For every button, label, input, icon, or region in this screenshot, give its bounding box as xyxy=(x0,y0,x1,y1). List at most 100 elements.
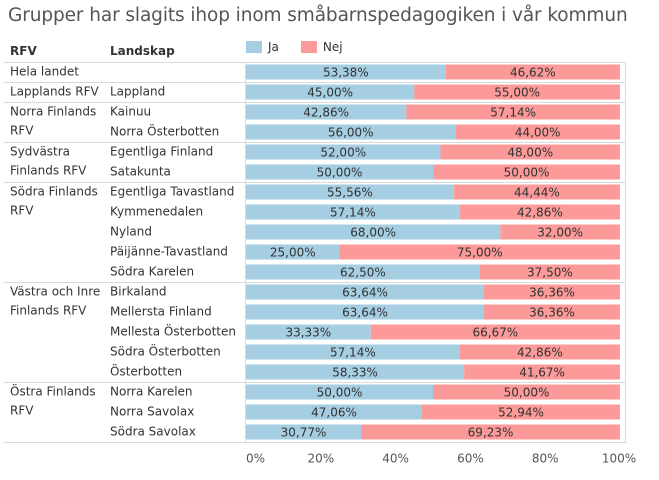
data-label-ja: 63,64% xyxy=(342,286,388,300)
bar-nej[interactable] xyxy=(464,364,620,380)
legend-item-nej[interactable]: Nej xyxy=(300,40,343,54)
bar-ja[interactable] xyxy=(246,284,485,300)
bar-nej[interactable] xyxy=(361,424,620,440)
bar-nej[interactable] xyxy=(370,324,620,340)
bar-ja[interactable] xyxy=(246,164,433,180)
data-label-nej: 57,14% xyxy=(490,106,536,120)
bar-nej[interactable] xyxy=(484,284,620,300)
landskap-label: Mellesta Österbotten xyxy=(110,323,236,339)
bar-ja[interactable] xyxy=(246,344,460,360)
data-label-nej: 50,00% xyxy=(504,386,550,400)
data-label-ja: 33,33% xyxy=(285,326,331,340)
bar-ja[interactable] xyxy=(246,64,446,80)
bar-ja[interactable] xyxy=(246,244,340,260)
data-label-nej: 69,23% xyxy=(468,426,514,440)
landskap-label: Södra Savolax xyxy=(110,425,196,439)
bar-ja[interactable] xyxy=(246,304,485,320)
bar-nej[interactable] xyxy=(459,204,620,220)
bar-nej[interactable] xyxy=(422,404,620,420)
data-label-ja: 56,00% xyxy=(328,126,374,140)
rfv-label: Södra Finlands xyxy=(10,185,98,199)
landskap-label: Kymmenedalen xyxy=(110,205,203,219)
legend-item-ja[interactable]: Ja xyxy=(246,40,279,54)
bar-ja[interactable] xyxy=(246,124,456,140)
data-label-nej: 32,00% xyxy=(537,226,583,240)
data-label-ja: 25,00% xyxy=(270,246,316,260)
bar-ja[interactable] xyxy=(246,404,423,420)
x-tick-label: 60% xyxy=(457,452,484,466)
bar-nej[interactable] xyxy=(484,304,620,320)
landskap-column-header: Landskap xyxy=(110,44,175,58)
data-label-ja: 45,00% xyxy=(307,86,353,100)
landskap-label: Norra Österbotten xyxy=(110,123,219,139)
data-label-nej: 37,50% xyxy=(527,266,573,280)
bar-ja[interactable] xyxy=(246,144,441,160)
bar-ja[interactable] xyxy=(246,424,362,440)
data-label-ja: 58,33% xyxy=(332,366,378,380)
bar-nej[interactable] xyxy=(414,84,620,100)
landskap-label: Egentliga Finland xyxy=(110,145,213,159)
bar-nej[interactable] xyxy=(500,224,620,240)
chart-title: Grupper har slagits ihop inom småbarnspe… xyxy=(8,5,628,26)
data-label-ja: 68,00% xyxy=(350,226,396,240)
landskap-label: Södra Karelen xyxy=(110,265,194,279)
legend: Ja Nej xyxy=(246,38,365,56)
data-label-nej: 55,00% xyxy=(494,86,540,100)
x-tick-label: 40% xyxy=(382,452,409,466)
landskap-label: Satakunta xyxy=(110,165,171,179)
bar-ja[interactable] xyxy=(246,84,415,100)
bar-nej[interactable] xyxy=(453,184,620,200)
bar-ja[interactable] xyxy=(246,224,501,240)
x-tick-label: 20% xyxy=(307,452,334,466)
rfv-column-header: RFV xyxy=(10,44,37,58)
bar-ja[interactable] xyxy=(246,204,460,220)
x-tick-label: 100% xyxy=(602,452,636,466)
bar-nej[interactable] xyxy=(433,164,620,180)
data-label-ja: 50,00% xyxy=(317,166,363,180)
bar-ja[interactable] xyxy=(246,384,433,400)
bar-nej[interactable] xyxy=(445,64,620,80)
data-label-ja: 52,00% xyxy=(320,146,366,160)
data-label-nej: 46,62% xyxy=(510,66,556,80)
bar-nej[interactable] xyxy=(433,384,620,400)
bar-nej[interactable] xyxy=(339,244,621,260)
rfv-label: Finlands RFV xyxy=(10,304,87,318)
bar-nej[interactable] xyxy=(440,144,620,160)
data-label-ja: 42,86% xyxy=(303,106,349,120)
data-label-nej: 48,00% xyxy=(507,146,553,160)
data-label-ja: 57,14% xyxy=(330,206,376,220)
data-label-nej: 41,67% xyxy=(519,366,565,380)
data-label-nej: 50,00% xyxy=(504,166,550,180)
bar-nej[interactable] xyxy=(406,104,620,120)
bar-ja[interactable] xyxy=(246,104,407,120)
rfv-label: Finlands RFV xyxy=(10,164,87,178)
data-label-ja: 55,56% xyxy=(327,186,373,200)
data-label-ja: 62,50% xyxy=(340,266,386,280)
data-label-nej: 44,00% xyxy=(515,126,561,140)
rfv-label: Sydvästra xyxy=(10,145,70,159)
bar-nej[interactable] xyxy=(459,344,620,360)
landskap-label: Kainuu xyxy=(110,105,151,119)
data-label-nej: 66,67% xyxy=(472,326,518,340)
legend-swatch-ja xyxy=(246,41,262,53)
landskap-label: Egentliga Tavastland xyxy=(110,185,234,199)
x-tick-label: 0% xyxy=(246,452,265,466)
rfv-label: Hela landet xyxy=(10,65,79,79)
bar-nej[interactable] xyxy=(479,264,620,280)
legend-swatch-nej xyxy=(300,41,317,53)
rfv-label: RFV xyxy=(10,124,34,138)
bar-ja[interactable] xyxy=(246,364,465,380)
bar-ja[interactable] xyxy=(246,264,480,280)
bar-nej[interactable] xyxy=(455,124,620,140)
data-label-nej: 36,36% xyxy=(529,306,575,320)
data-label-ja: 50,00% xyxy=(317,386,363,400)
bar-ja[interactable] xyxy=(246,324,371,340)
rfv-label: Norra Finlands xyxy=(10,105,96,119)
landskap-label: Päijänne-Tavastland xyxy=(110,245,228,259)
rfv-label: Östra Finlands xyxy=(10,383,96,399)
landskap-label: Södra Österbotten xyxy=(110,343,221,359)
rfv-label: RFV xyxy=(10,204,34,218)
bar-ja[interactable] xyxy=(246,184,454,200)
data-label-ja: 30,77% xyxy=(281,426,327,440)
